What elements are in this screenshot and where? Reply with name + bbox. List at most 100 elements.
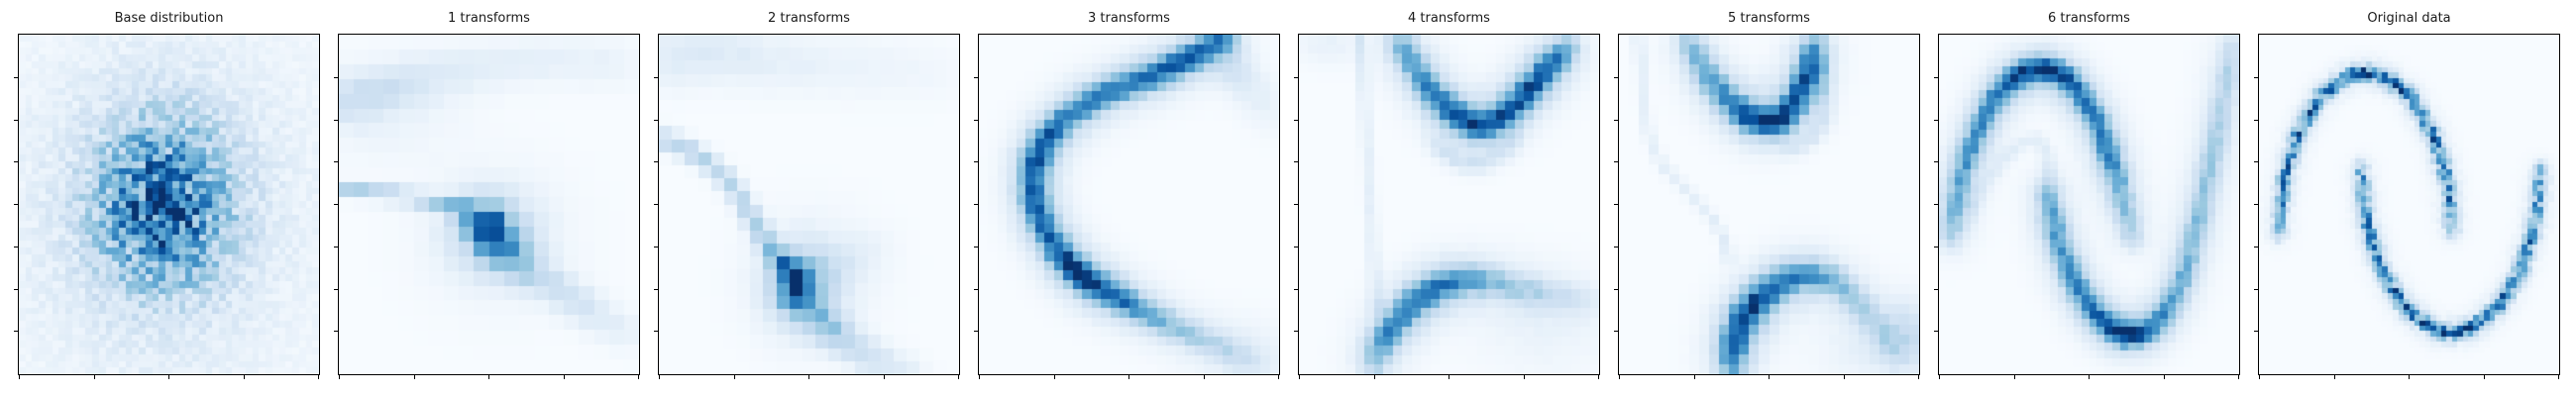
x-axis-tick bbox=[2484, 375, 2485, 379]
y-axis-tick bbox=[654, 77, 658, 78]
y-axis-tick bbox=[14, 331, 18, 332]
y-axis-tick bbox=[2254, 331, 2258, 332]
density-plot-canvas bbox=[2259, 35, 2559, 374]
density-plot-canvas bbox=[1299, 35, 1599, 374]
x-axis-tick bbox=[1619, 375, 1620, 379]
y-axis-tick bbox=[2254, 77, 2258, 78]
x-axis-tick bbox=[1598, 375, 1599, 379]
y-axis-tick bbox=[974, 331, 978, 332]
x-axis-tick bbox=[244, 375, 245, 379]
y-axis-tick bbox=[14, 161, 18, 162]
y-axis-tick bbox=[1614, 331, 1618, 332]
x-axis-tick bbox=[1694, 375, 1695, 379]
plot-frame bbox=[1298, 34, 1600, 375]
y-axis-tick bbox=[14, 247, 18, 248]
x-axis-tick bbox=[2238, 375, 2239, 379]
y-axis-tick bbox=[974, 247, 978, 248]
x-axis-tick bbox=[564, 375, 565, 379]
y-axis-tick bbox=[1614, 289, 1618, 290]
plot-frame bbox=[338, 34, 640, 375]
x-axis-tick bbox=[1299, 375, 1300, 379]
x-axis-tick bbox=[1769, 375, 1770, 379]
x-axis-tick bbox=[2259, 375, 2260, 379]
panel-title: 5 transforms bbox=[1728, 11, 1810, 26]
y-axis-tick bbox=[974, 161, 978, 162]
y-axis-tick bbox=[334, 289, 338, 290]
y-axis-tick bbox=[654, 161, 658, 162]
y-axis-tick bbox=[974, 120, 978, 121]
y-axis-tick bbox=[1934, 247, 1938, 248]
y-axis-tick bbox=[1294, 161, 1298, 162]
y-axis-tick bbox=[1294, 331, 1298, 332]
panel-original-data: Original data bbox=[2254, 11, 2560, 379]
x-axis-tick bbox=[168, 375, 169, 379]
density-plot-canvas bbox=[1939, 35, 2239, 374]
panel-title: Original data bbox=[2367, 11, 2451, 26]
x-axis-tick bbox=[638, 375, 639, 379]
x-axis-tick bbox=[1918, 375, 1919, 379]
y-axis-tick bbox=[334, 247, 338, 248]
y-axis-tick bbox=[1294, 120, 1298, 121]
x-axis-tick bbox=[19, 375, 20, 379]
x-axis-tick bbox=[1844, 375, 1845, 379]
y-axis-tick bbox=[2254, 289, 2258, 290]
y-axis-tick bbox=[654, 289, 658, 290]
x-axis-tick bbox=[979, 375, 980, 379]
y-axis-tick bbox=[2254, 247, 2258, 248]
plot-frame bbox=[658, 34, 960, 375]
x-axis-tick bbox=[339, 375, 340, 379]
x-axis-tick bbox=[958, 375, 959, 379]
y-axis-tick bbox=[334, 77, 338, 78]
y-axis-tick bbox=[1294, 247, 1298, 248]
x-axis-tick bbox=[2409, 375, 2410, 379]
y-axis-tick bbox=[1614, 204, 1618, 205]
panel-title: Base distribution bbox=[114, 11, 224, 26]
panel-3-transforms: 3 transforms bbox=[974, 11, 1280, 379]
panel-title: 3 transforms bbox=[1088, 11, 1170, 26]
density-plot-canvas bbox=[1619, 35, 1919, 374]
panel-6-transforms: 6 transforms bbox=[1934, 11, 2240, 379]
y-axis-tick bbox=[974, 204, 978, 205]
x-axis-tick bbox=[659, 375, 660, 379]
x-axis-tick bbox=[1054, 375, 1055, 379]
x-axis-tick bbox=[1278, 375, 1279, 379]
y-axis-tick bbox=[14, 77, 18, 78]
y-axis-tick bbox=[654, 120, 658, 121]
panel-4-transforms: 4 transforms bbox=[1294, 11, 1600, 379]
x-axis-tick bbox=[414, 375, 415, 379]
x-axis-tick bbox=[2558, 375, 2559, 379]
panel-title: 6 transforms bbox=[2048, 11, 2130, 26]
y-axis-tick bbox=[1934, 331, 1938, 332]
x-axis-tick bbox=[2014, 375, 2015, 379]
y-axis-tick bbox=[334, 331, 338, 332]
y-axis-tick bbox=[14, 289, 18, 290]
y-axis-tick bbox=[974, 289, 978, 290]
x-axis-tick bbox=[94, 375, 95, 379]
y-axis-tick bbox=[1934, 77, 1938, 78]
y-axis-tick bbox=[1294, 289, 1298, 290]
panel-title: 1 transforms bbox=[448, 11, 530, 26]
density-plot-canvas bbox=[339, 35, 639, 374]
plot-frame bbox=[2258, 34, 2560, 375]
x-axis-tick bbox=[2089, 375, 2090, 379]
y-axis-tick bbox=[1294, 77, 1298, 78]
y-axis-tick bbox=[14, 204, 18, 205]
x-axis-tick bbox=[318, 375, 319, 379]
plot-frame bbox=[978, 34, 1280, 375]
y-axis-tick bbox=[334, 120, 338, 121]
x-axis-tick bbox=[1939, 375, 1940, 379]
y-axis-tick bbox=[1934, 289, 1938, 290]
x-axis-tick bbox=[2164, 375, 2165, 379]
panel-title: 2 transforms bbox=[768, 11, 850, 26]
y-axis-tick bbox=[654, 247, 658, 248]
y-axis-tick bbox=[654, 204, 658, 205]
y-axis-tick bbox=[1934, 161, 1938, 162]
density-plot-canvas bbox=[659, 35, 959, 374]
x-axis-tick bbox=[734, 375, 735, 379]
y-axis-tick bbox=[334, 204, 338, 205]
panel-2-transforms: 2 transforms bbox=[654, 11, 960, 379]
x-axis-tick bbox=[884, 375, 885, 379]
plot-frame bbox=[18, 34, 320, 375]
y-axis-tick bbox=[1934, 120, 1938, 121]
y-axis-tick bbox=[14, 120, 18, 121]
